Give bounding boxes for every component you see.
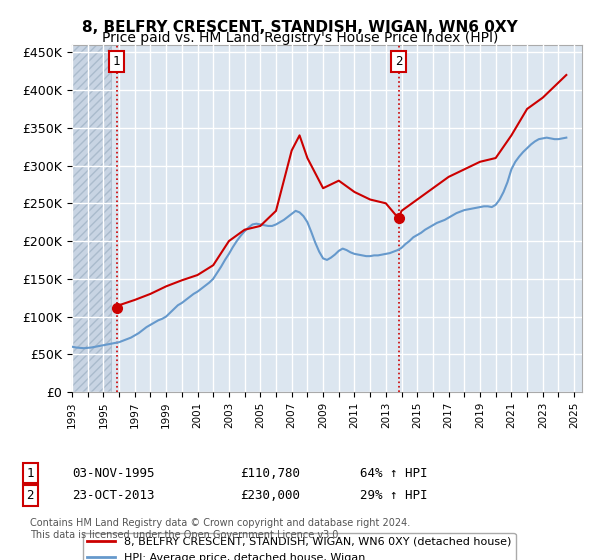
Text: Price paid vs. HM Land Registry's House Price Index (HPI): Price paid vs. HM Land Registry's House … (102, 31, 498, 45)
Text: 23-OCT-2013: 23-OCT-2013 (72, 489, 155, 502)
Text: £110,780: £110,780 (240, 466, 300, 480)
Bar (72, 45, 111, 392)
Text: 64% ↑ HPI: 64% ↑ HPI (360, 466, 427, 480)
Text: 8, BELFRY CRESCENT, STANDISH, WIGAN, WN6 0XY: 8, BELFRY CRESCENT, STANDISH, WIGAN, WN6… (82, 20, 518, 35)
Text: 2: 2 (26, 489, 34, 502)
Text: 03-NOV-1995: 03-NOV-1995 (72, 466, 155, 480)
Text: 29% ↑ HPI: 29% ↑ HPI (360, 489, 427, 502)
Legend: 8, BELFRY CRESCENT, STANDISH, WIGAN, WN6 0XY (detached house), HPI: Average pric: 8, BELFRY CRESCENT, STANDISH, WIGAN, WN6… (83, 533, 515, 560)
Text: £230,000: £230,000 (240, 489, 300, 502)
Text: 1: 1 (113, 55, 121, 68)
Text: 1: 1 (26, 466, 34, 480)
Text: 2: 2 (395, 55, 403, 68)
Text: Contains HM Land Registry data © Crown copyright and database right 2024.
This d: Contains HM Land Registry data © Crown c… (30, 519, 410, 540)
